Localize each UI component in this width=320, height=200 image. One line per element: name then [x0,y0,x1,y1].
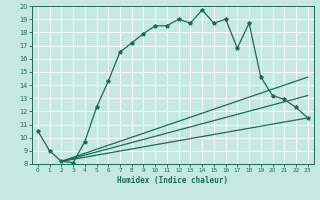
X-axis label: Humidex (Indice chaleur): Humidex (Indice chaleur) [117,176,228,185]
